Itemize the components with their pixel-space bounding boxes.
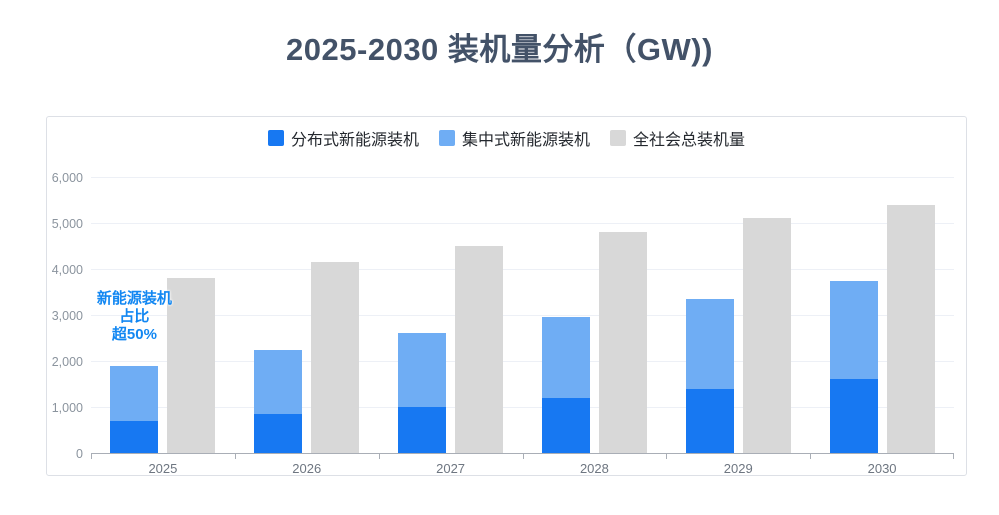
bar-group-2028: [523, 232, 667, 453]
total-bar-2030: [886, 204, 935, 453]
x-axis-tick: [234, 454, 236, 459]
distributed-segment-2028: [541, 397, 590, 453]
centralized-segment-2030: [829, 280, 878, 380]
y-axis-tick-label: 4,000: [51, 263, 83, 277]
y-axis-tick-label: 5,000: [51, 217, 83, 231]
total-bar-2027: [455, 246, 504, 453]
stacked-bar-2028: [541, 317, 590, 453]
bar-group-2029: [666, 218, 810, 453]
legend-swatch-icon: [438, 130, 455, 146]
x-axis-tick: [666, 454, 668, 459]
x-axis-tick: [91, 454, 92, 459]
bar-group-2025: [91, 278, 235, 453]
distributed-segment-2029: [685, 388, 734, 453]
legend-item-3[interactable]: 全社会总装机量: [610, 126, 745, 150]
total-bar-2026: [311, 262, 360, 453]
y-axis-tick-label: 1,000: [51, 401, 83, 415]
legend-label: 集中式新能源装机: [461, 132, 590, 149]
centralized-segment-2025: [110, 365, 159, 421]
stacked-bar-2025: [110, 365, 159, 453]
distributed-segment-2027: [398, 407, 447, 453]
annotation-new-energy-share: 新能源装机 占比 超50%: [79, 290, 189, 344]
centralized-segment-2029: [685, 298, 734, 389]
stacked-bar-2026: [254, 349, 303, 453]
x-axis-category-label: 2028: [579, 461, 609, 476]
bar-group-2030: [810, 204, 954, 453]
chart-title: 2025-2030 装机量分析（GW)): [286, 32, 713, 67]
stacked-bar-2030: [829, 280, 878, 453]
legend: 分布式新能源装机 集中式新能源装机 全社会总装机量: [47, 126, 966, 150]
stacked-bar-2027: [398, 333, 447, 453]
y-axis-tick-label: 0: [76, 447, 83, 461]
x-axis-category-label: 2029: [723, 461, 753, 476]
x-axis-tick: [378, 454, 380, 459]
y-axis-tick-label: 6,000: [51, 171, 83, 185]
gridline-3000: [91, 315, 954, 316]
total-bar-2025: [167, 278, 216, 453]
distributed-segment-2030: [829, 379, 878, 453]
gridline-6000: [91, 177, 954, 178]
gridline-1000: [91, 407, 954, 408]
bar-group-2027: [379, 246, 523, 453]
stacked-bar-2029: [685, 298, 734, 453]
legend-item-1[interactable]: 分布式新能源装机: [267, 126, 419, 150]
legend-swatch-icon: [267, 130, 284, 146]
x-axis-category-label: 2027: [436, 461, 466, 476]
plot-area: 0 1,000 2,000 3,000 4,000 5,000 6,000 2025 2026 2…: [52, 171, 954, 476]
legend-label: 分布式新能源装机: [290, 132, 419, 149]
x-axis-line: [91, 453, 954, 454]
x-axis-category-label: 2026: [292, 461, 322, 476]
chart-panel: 分布式新能源装机 集中式新能源装机 全社会总装机量 0 1,000 2,000 3,000…: [46, 116, 967, 476]
total-bar-2028: [598, 232, 647, 453]
centralized-segment-2026: [254, 349, 303, 414]
legend-label: 全社会总装机量: [633, 132, 746, 149]
legend-item-2[interactable]: 集中式新能源装机: [438, 126, 590, 150]
gridline-5000: [91, 223, 954, 224]
x-axis-tick: [522, 454, 524, 459]
bar-group-2026: [235, 262, 379, 453]
distributed-segment-2026: [254, 413, 303, 453]
annotation-line-2: 占比: [119, 308, 150, 325]
y-axis-tick-label: 2,000: [51, 355, 83, 369]
x-axis-tick: [810, 454, 812, 459]
centralized-segment-2027: [398, 333, 447, 407]
annotation-line-1: 新能源装机: [96, 290, 172, 307]
annotation-line-3: 超50%: [111, 326, 157, 343]
legend-swatch-icon: [610, 130, 626, 146]
gridline-4000: [91, 269, 954, 270]
x-axis-category-label: 2025: [148, 461, 178, 476]
centralized-segment-2028: [541, 317, 590, 398]
total-bar-2029: [742, 218, 791, 453]
x-axis-category-label: 2030: [867, 461, 897, 476]
y-axis-tick-label: 3,000: [51, 309, 83, 323]
distributed-segment-2025: [110, 420, 159, 453]
gridline-2000: [91, 361, 954, 362]
x-axis-tick: [953, 454, 954, 459]
